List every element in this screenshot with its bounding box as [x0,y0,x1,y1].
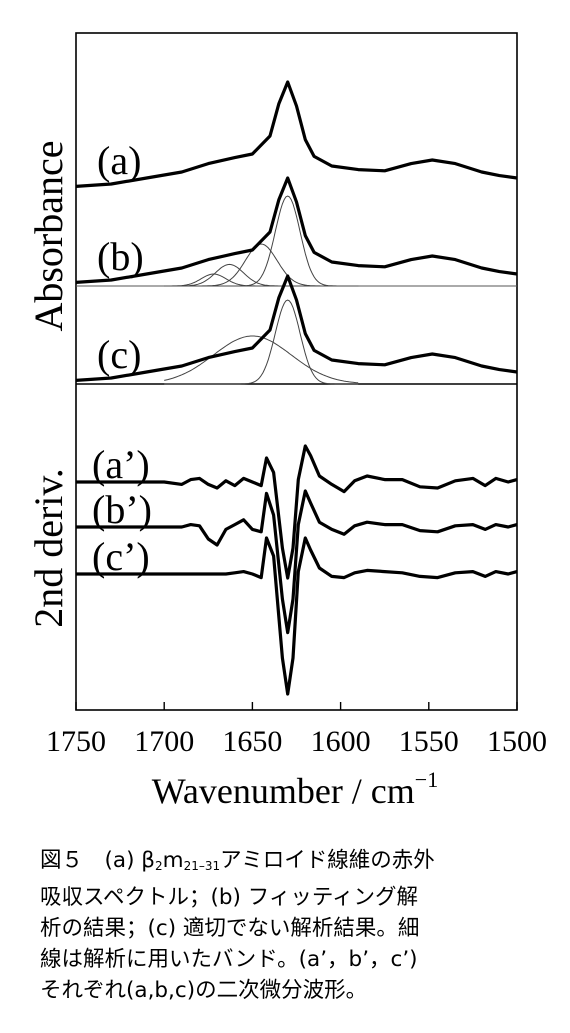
x-tick-label: 1500 [487,725,547,758]
derivative-series-line [76,489,518,635]
x-tick-label: 1650 [222,725,282,758]
absorbance-series-line [75,274,518,382]
absorbance-series-line [75,176,518,284]
x-tick-label: 1750 [46,725,106,758]
series-label: (a) [97,138,141,183]
fit-band-line [164,299,359,385]
derivative-series-line [76,444,518,580]
series-label: (c’) [92,534,150,579]
y-axis-label-absorbance: Absorbance [26,140,71,331]
x-axis-label-superscript: −1 [415,767,438,792]
caption-subscript: 21–31 [183,859,221,873]
caption-subscript: 2 [155,859,163,873]
caption-line: 図５ (a) β2m21–31アミロイド線維の赤外 [40,845,550,882]
series-label: (a’) [92,442,150,487]
fit-band-line [164,273,359,287]
caption-line: 線は解析に用いたバンド。(a’，b’，c’) [40,947,418,972]
x-tick-label: 1600 [311,725,371,758]
absorbance-series-line [75,80,518,188]
x-tick-label: 1550 [399,725,459,758]
y-axis-label-2nd-deriv: 2nd deriv. [26,468,71,628]
caption-line: 吸収スペクトル；(b) フィッティング解 [40,885,419,910]
derivative-series-line [76,536,518,696]
series-label: (c) [97,332,141,377]
x-axis-label-text: Wavenumber / cm [152,771,415,811]
caption-prefix: 図５ (a) β [40,848,156,873]
x-tick-label: 1700 [134,725,194,758]
spectrum-figure: (a) (b) (c) (a’)(b’)(c’) 1750 1700 1650 1600 15… [26,32,547,811]
caption-line: 析の結果；(c) 適切でない解析結果。細 [40,916,420,941]
series-label: (b) [97,234,144,279]
caption-suffix: アミロイド線維の赤外 [220,848,435,873]
caption-line: それぞれ(a,b,c)の二次微分波形。 [40,978,368,1003]
caption-mid: m [162,848,184,873]
series-label: (b’) [92,487,152,532]
x-axis-label: Wavenumber / cm−1 [152,767,438,811]
figure-caption: 図５ (a) β2m21–31アミロイド線維の赤外 吸収スペクトル；(b) フィ… [40,845,550,1006]
